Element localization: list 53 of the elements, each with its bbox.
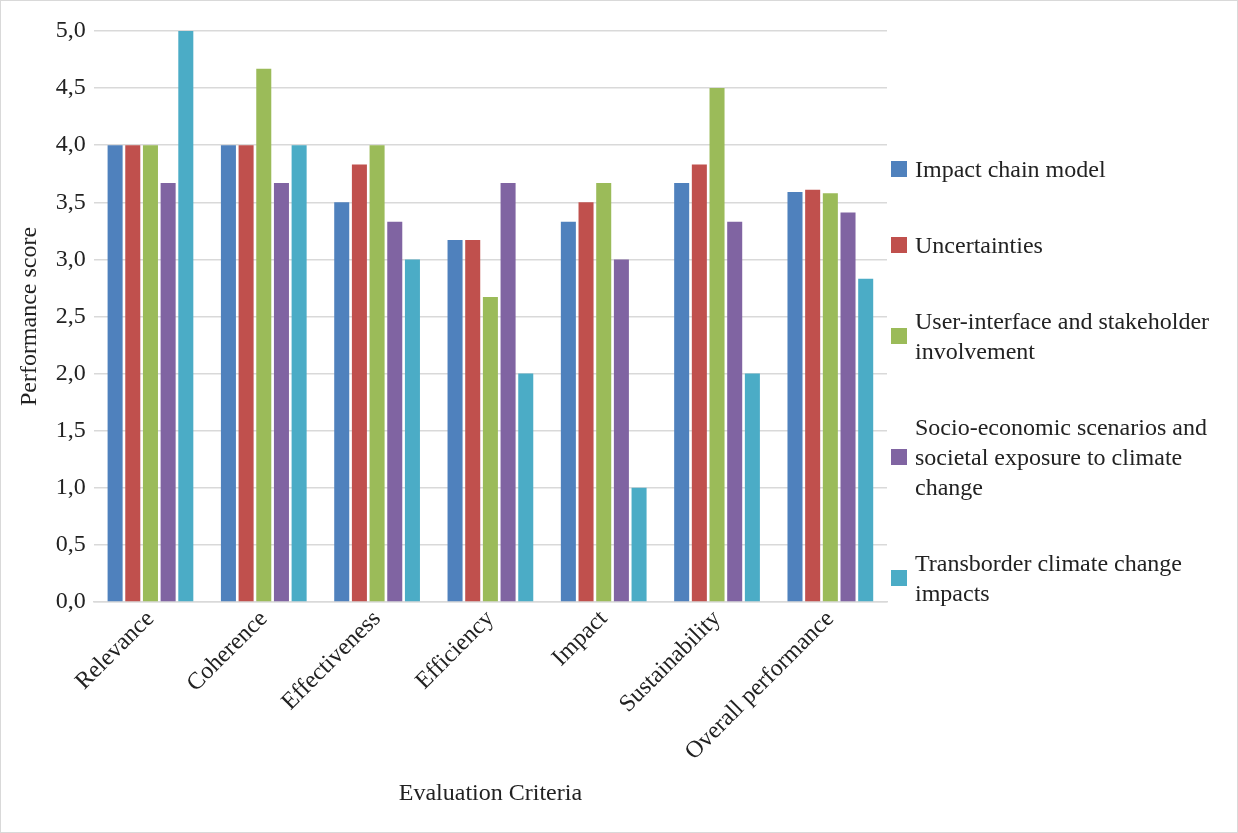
x-axis-title: Evaluation Criteria [398, 778, 583, 805]
bar [744, 373, 760, 602]
bar [142, 145, 158, 602]
y-tick-label: 1,5 [55, 415, 86, 442]
bar [578, 202, 594, 602]
bar [631, 487, 647, 602]
legend-label: Transborder climate change impacts [915, 549, 1184, 608]
legend-label: Impact chain model [915, 155, 1106, 184]
legend-label: User-interface and stakeholder involvement [915, 307, 1211, 366]
bar [369, 145, 385, 602]
bar [518, 373, 534, 602]
y-tick-label: 4,0 [55, 130, 86, 157]
bar [387, 221, 403, 602]
bar [560, 221, 576, 602]
bar [822, 193, 838, 602]
y-tick-label: 2,5 [55, 301, 86, 328]
y-axis-title: Performance score [14, 226, 41, 407]
bar [691, 164, 707, 602]
y-tick-label: 3,5 [55, 187, 86, 214]
y-tick-label: 4,5 [55, 73, 86, 100]
bar [787, 192, 803, 602]
bar [465, 239, 481, 602]
y-tick-label: 0,0 [55, 587, 86, 614]
bar [291, 145, 307, 602]
bar [334, 202, 350, 602]
bar [500, 182, 516, 602]
y-tick-label: 3,0 [55, 244, 86, 271]
bar [858, 278, 874, 602]
bar [805, 189, 821, 602]
bar [613, 259, 629, 602]
bar [709, 88, 725, 602]
bar [160, 182, 176, 602]
bar [256, 68, 272, 602]
bar [178, 31, 194, 602]
bar [273, 182, 289, 602]
y-tick-label: 5,0 [55, 16, 86, 43]
bar [482, 297, 498, 602]
bar [107, 145, 123, 602]
legend-label: Uncertainties [915, 231, 1043, 260]
bar [840, 212, 856, 602]
bar [220, 145, 236, 602]
bar [238, 145, 254, 602]
y-tick-label: 2,0 [55, 358, 86, 385]
bar [674, 182, 690, 602]
bar [125, 145, 141, 602]
legend-label: Socio-economic scenarios and societal exposure to climate change [915, 413, 1208, 502]
bar [447, 239, 463, 602]
y-tick-label: 0,5 [55, 530, 86, 557]
bar [727, 221, 743, 602]
bar [351, 164, 367, 602]
y-tick-label: 1,0 [55, 473, 86, 500]
bar [404, 259, 420, 602]
bar [596, 182, 612, 602]
